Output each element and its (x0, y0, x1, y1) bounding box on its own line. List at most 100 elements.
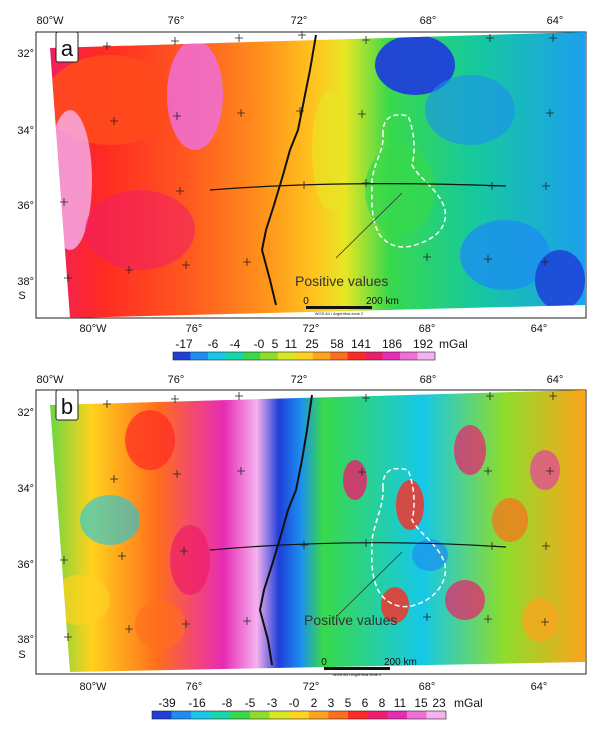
top-tick-b-3: 68° (420, 374, 437, 386)
top-tick-a-4: 64° (547, 15, 564, 27)
bottom-tick-b-1: 76° (186, 681, 203, 693)
lat-tick-a-1: 34° (17, 125, 34, 137)
colorbar-swatch-a-7 (295, 352, 314, 360)
colorbar-tick-b-4: -3 (267, 696, 278, 710)
bottom-tick-a-3: 68° (419, 323, 436, 335)
colorbar-swatch-a-9 (330, 352, 348, 360)
anomaly-map-a (50, 32, 585, 318)
colorbar-swatch-b-10 (348, 711, 368, 719)
colorbar-cells-a (173, 352, 436, 360)
colorbar-swatch-b-11 (367, 711, 388, 719)
top-tick-b-0: 80°W (36, 374, 64, 386)
colorbar-tick-b-6: 2 (311, 696, 318, 710)
colorbar-swatch-b-2 (191, 711, 212, 719)
colorbar-swatch-b-12 (387, 711, 408, 719)
scale-end-b: 200 km (384, 657, 417, 668)
colorbar-cells-b (152, 711, 447, 719)
colorbar-tick-a-6: 25 (305, 337, 319, 351)
colorbar-unit-a: mGal (439, 337, 468, 351)
bottom-tick-a-0: 80°W (79, 323, 107, 335)
lat-tick-a-2: 36° (17, 200, 34, 212)
colorbar-swatch-b-4 (230, 711, 251, 719)
colorbar-swatch-a-12 (382, 352, 401, 360)
colorbar-a: -17 -6 -4 -0 5 11 25 58 141 186 192 mGal (172, 337, 468, 361)
colorbar-swatch-b-5 (250, 711, 270, 719)
fault-line-b (335, 551, 403, 618)
panel-a: a Positive values 0 200 km WGS 84 / Arge… (17, 15, 587, 335)
colorbar-swatch-a-8 (312, 352, 331, 360)
colorbar-swatch-b-0 (152, 711, 172, 719)
coastline-a (260, 34, 317, 306)
scale-bar-a: 0 200 km WGS 84 / Argentina zone 2 (303, 296, 399, 316)
lat-tick-a-0: 32° (17, 48, 34, 60)
anomaly-map-b (50, 390, 585, 672)
scale-end-a: 200 km (366, 296, 399, 307)
colorbar-tick-b-3: -5 (245, 696, 256, 710)
lat-tick-b-0: 32° (17, 407, 34, 419)
top-tick-b-4: 64° (547, 374, 564, 386)
colorbar-tick-a-7: 58 (330, 337, 344, 351)
colorbar-swatch-a-11 (365, 352, 383, 360)
scale-start-b: 0 (321, 657, 327, 668)
fault-line-a (335, 192, 403, 259)
south-label-b: S (18, 649, 25, 661)
lat-tick-b-2: 36° (17, 559, 34, 571)
map-frame-a (35, 31, 587, 319)
colorbar-tick-b-1: -16 (188, 696, 206, 710)
colorbar-swatch-b-6 (269, 711, 290, 719)
panel-letter-box-b (55, 389, 79, 421)
lat-tick-a-3: 38° (17, 276, 34, 288)
colorbar-frame-a (172, 351, 436, 361)
scale-caption-b: WGS 84 / Argentina zone 2 (333, 672, 382, 677)
south-label-a: S (18, 290, 25, 302)
map-frame-b (35, 389, 587, 675)
graticule-crosses-a (60, 31, 557, 282)
colorbar-tick-b-0: -39 (158, 696, 176, 710)
colorbar-swatch-b-14 (426, 711, 447, 719)
colorbar-b: -39 -16 -8 -5 -3 -0 2 3 5 6 8 11 15 23 m… (151, 696, 483, 720)
annotation-b: Positive values (304, 612, 397, 628)
colorbar-tick-a-0: -17 (175, 337, 193, 351)
colorbar-swatch-a-4 (242, 352, 261, 360)
colorbar-tick-b-2: -8 (222, 696, 233, 710)
annotation-a: Positive values (295, 273, 388, 289)
panel-letter-a: a (61, 36, 74, 61)
colorbar-swatch-a-0 (173, 352, 191, 360)
bottom-tick-b-4: 64° (531, 681, 548, 693)
colorbar-tick-a-4: 5 (272, 337, 279, 351)
panel-letter-b: b (61, 394, 73, 419)
top-tick-a-0: 80°W (36, 15, 64, 27)
colorbar-frame-b (151, 710, 447, 720)
colorbar-swatch-b-3 (210, 711, 231, 719)
panel-b: b Positive values 0 200 km WGS 84 / Arge… (17, 374, 587, 693)
colorbar-tick-b-10: 8 (379, 696, 386, 710)
graticule-crosses-b (60, 392, 557, 641)
colorbar-swatch-a-10 (347, 352, 366, 360)
top-tick-a-2: 72° (291, 15, 308, 27)
top-tick-b-1: 76° (168, 374, 185, 386)
dashed-outline-a (371, 114, 447, 248)
colorbar-swatch-b-7 (289, 711, 310, 719)
colorbar-tick-b-9: 6 (362, 696, 369, 710)
colorbar-swatch-a-13 (400, 352, 418, 360)
colorbar-swatch-b-8 (308, 711, 329, 719)
top-tick-b-2: 72° (291, 374, 308, 386)
colorbar-tick-a-3: -0 (254, 337, 265, 351)
colorbar-tick-a-2: -4 (230, 337, 241, 351)
lat-tick-b-3: 38° (17, 634, 34, 646)
scale-caption-a: WGS 84 / Argentina zone 2 (315, 311, 364, 316)
colorbar-swatch-a-6 (277, 352, 296, 360)
top-tick-a-3: 68° (420, 15, 437, 27)
bottom-tick-a-4: 64° (531, 323, 548, 335)
colorbar-swatch-b-1 (171, 711, 192, 719)
colorbar-tick-b-5: -0 (289, 696, 300, 710)
bottom-tick-a-1: 76° (186, 323, 203, 335)
colorbar-tick-a-1: -6 (208, 337, 219, 351)
dashed-outline-b (371, 467, 447, 608)
scale-start-a: 0 (303, 296, 309, 307)
colorbar-tick-b-13: 23 (432, 696, 446, 710)
scale-bar-b: 0 200 km WGS 84 / Argentina zone 2 (321, 657, 417, 677)
colorbar-swatch-a-14 (417, 352, 436, 360)
colorbar-tick-a-5: 11 (285, 337, 298, 351)
